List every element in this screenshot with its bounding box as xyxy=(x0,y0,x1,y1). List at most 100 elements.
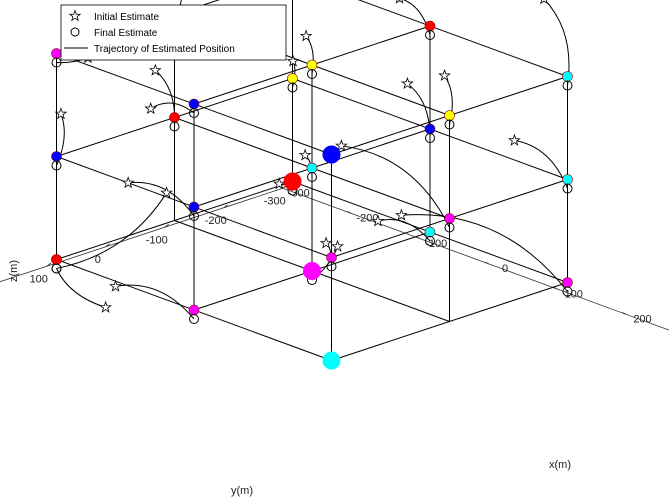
legend-initial-estimate: Initial Estimate xyxy=(94,12,159,23)
axis-labels: x(m) y(m) z(m) xyxy=(8,260,571,497)
initial-estimate-star xyxy=(286,54,300,67)
y-tick-mark xyxy=(105,243,110,248)
trajectory-line xyxy=(514,139,568,189)
node-dot xyxy=(424,20,436,32)
legend-star-shape xyxy=(68,9,82,22)
trajectory-line xyxy=(56,268,106,308)
y-tick-mark xyxy=(223,204,228,209)
anchor-node xyxy=(322,351,341,370)
final-estimate-circle xyxy=(307,172,317,182)
x-tick-label: 0 xyxy=(502,263,508,275)
final-estimate-circle xyxy=(562,286,573,297)
initial-estimate-star xyxy=(319,236,333,249)
initial-estimate-star xyxy=(540,0,548,5)
final-estimate-circle xyxy=(189,211,199,221)
final-estimate-circle xyxy=(425,30,435,40)
initial-estimate-star xyxy=(272,177,286,190)
x-tick-label: -200 xyxy=(356,213,378,225)
legend: Initial Estimate Final Estimate Trajecto… xyxy=(60,4,287,61)
node-dot xyxy=(306,162,318,174)
initial-estimate-star xyxy=(299,29,313,42)
final-estimate-circle xyxy=(287,82,298,93)
initial-estimate-star xyxy=(121,176,135,189)
initial-estimate-star xyxy=(401,76,414,90)
node-dot xyxy=(51,254,62,265)
x-tick-mark xyxy=(347,211,352,214)
legend-box xyxy=(60,4,287,61)
x-tick-mark xyxy=(622,312,627,315)
y-axis-label: y(m) xyxy=(231,485,253,497)
y-axis-line xyxy=(0,187,283,283)
node-dot xyxy=(326,252,337,263)
final-estimate-circle xyxy=(425,133,435,143)
trajectory-line xyxy=(128,181,195,217)
y-tick-label: 0 xyxy=(95,254,101,266)
y-tick-label: -100 xyxy=(146,234,168,246)
final-estimate-circle xyxy=(562,80,573,91)
x-tick-label: 100 xyxy=(565,288,583,300)
y-tick-label: -200 xyxy=(205,215,227,227)
legend-star-icon xyxy=(68,9,82,22)
anchor-node xyxy=(283,172,302,191)
x-tick-mark xyxy=(416,236,421,240)
x-tick-mark xyxy=(484,261,490,265)
initial-estimate-star xyxy=(395,208,408,221)
initial-estimate-star xyxy=(508,133,521,146)
node-dot xyxy=(424,123,436,135)
legend-circle-icon xyxy=(70,27,80,37)
x-tick-label: -100 xyxy=(425,238,447,250)
final-estimate-circle xyxy=(307,69,317,79)
final-estimate-circle xyxy=(425,236,435,246)
axis-ticks: -500501001502002503002001000-100-200-300… xyxy=(30,184,652,326)
final-estimate-circle xyxy=(562,183,573,194)
z-axis-label: z(m) xyxy=(8,260,20,282)
y-tick-label: 100 xyxy=(30,273,48,285)
anchor-node xyxy=(303,262,321,280)
final-estimate-circle xyxy=(51,263,62,274)
node-dot xyxy=(562,277,573,288)
trajectory-line xyxy=(56,192,167,269)
initial-estimate-star xyxy=(395,0,404,4)
initial-estimate-star xyxy=(54,107,68,120)
anchor-node xyxy=(322,145,341,164)
x-axis-line xyxy=(282,187,669,331)
y-tick-mark xyxy=(164,223,169,228)
y-tick-mark xyxy=(46,262,51,267)
final-estimate-circle xyxy=(189,314,199,324)
initial-estimate-star xyxy=(331,239,344,252)
final-estimate-circle xyxy=(189,108,199,118)
trajectory-line xyxy=(150,102,195,114)
node-dot xyxy=(306,59,318,71)
initial-estimate-star xyxy=(160,186,173,199)
x-axis-label: x(m) xyxy=(549,459,571,471)
trajectory-line xyxy=(402,0,431,36)
node-dot xyxy=(562,174,573,185)
final-estimate-circle xyxy=(444,222,455,233)
initial-estimate-star xyxy=(144,101,158,115)
node-dot xyxy=(188,201,200,213)
node-dot xyxy=(51,151,62,162)
initial-estimate-star xyxy=(148,63,162,76)
initial-estimate-star xyxy=(438,68,451,82)
legend-final-estimate: Final Estimate xyxy=(94,28,158,39)
x-tick-label: 200 xyxy=(633,314,651,326)
node-dot xyxy=(188,304,200,316)
legend-trajectory: Trajectory of Estimated Position xyxy=(94,44,235,55)
final-estimate-circle xyxy=(51,57,62,68)
x-tick-mark xyxy=(553,286,558,290)
y-tick-label: -300 xyxy=(264,195,286,207)
trajectory-line xyxy=(341,145,450,228)
node-dot xyxy=(188,98,200,110)
initial-estimate-star xyxy=(298,148,312,161)
trajectory-line xyxy=(115,284,195,320)
initial-estimate-star xyxy=(335,139,348,152)
initial-estimate-star xyxy=(371,214,385,227)
final-estimate-circle xyxy=(51,160,62,171)
node-dot xyxy=(444,213,455,224)
trajectory-line xyxy=(401,214,568,292)
final-estimate-circle xyxy=(326,261,337,272)
node-dot xyxy=(562,71,573,82)
initial-estimate-star xyxy=(109,279,122,292)
node-dot xyxy=(51,48,62,59)
